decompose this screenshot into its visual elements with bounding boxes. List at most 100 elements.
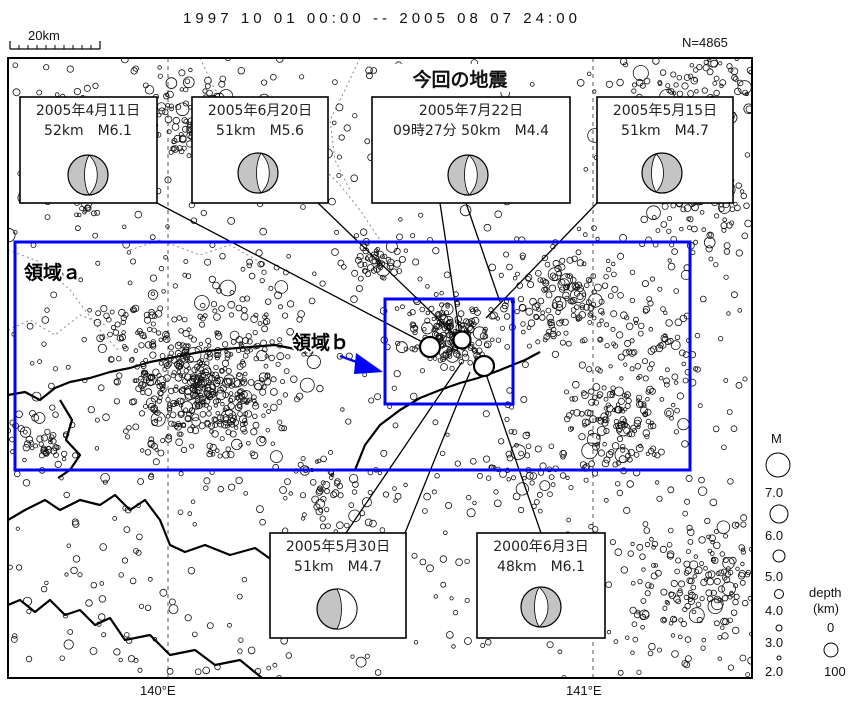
depth-symbol — [823, 642, 839, 658]
epicenter-dot — [197, 313, 204, 320]
epicenter-dot — [53, 452, 59, 459]
epicenter-dot — [533, 314, 540, 321]
epicenter-dot — [228, 413, 234, 419]
epicenter-dot — [259, 277, 265, 284]
epicenter-dot — [743, 103, 752, 115]
epicenter-dot — [493, 489, 499, 495]
epicenter-dot — [558, 263, 566, 271]
epicenter-dot — [581, 261, 587, 267]
epicenter-dot — [143, 316, 152, 324]
epicenter-dot — [601, 385, 607, 391]
epicenter-dot — [452, 328, 458, 334]
epicenter-dot — [144, 449, 152, 456]
epicenter-dot — [579, 302, 586, 309]
epicenter-dot — [744, 152, 751, 158]
epicenter-dot — [715, 571, 721, 576]
epicenter-dot — [596, 426, 607, 436]
coastline — [8, 598, 263, 678]
focal-box[interactable]: 2005年6月20日 51km M5.6 — [191, 96, 329, 204]
epicenter-dot — [681, 440, 689, 448]
epicenter-dot — [81, 336, 87, 343]
epicenter-dot — [531, 302, 540, 311]
epicenter-dot — [254, 342, 261, 349]
epicenter-dot — [208, 374, 216, 382]
epicenter-dot — [283, 496, 288, 501]
epicenter-dot — [153, 418, 158, 423]
epicenter-dot — [684, 498, 691, 505]
epicenter-dot — [720, 222, 728, 230]
epicenter-dot — [265, 428, 270, 433]
epicenter-dot — [252, 344, 258, 350]
epicenter-dot — [205, 337, 212, 344]
epicenter-dot — [631, 621, 638, 627]
epicenter-dot — [200, 210, 207, 217]
epicenter-marker[interactable] — [472, 354, 496, 378]
epicenter-dot — [672, 616, 678, 623]
epicenter-dot — [114, 321, 121, 328]
epicenter-dot — [148, 308, 155, 316]
epicenter-dot — [156, 372, 162, 379]
epicenter-dot — [334, 478, 341, 485]
event-count: N=4865 — [682, 35, 728, 50]
epicenter-dot — [598, 298, 605, 305]
epicenter-dot — [239, 343, 245, 349]
epicenter-dot — [361, 497, 372, 508]
epicenter-marker[interactable] — [418, 335, 442, 359]
epicenter-dot — [440, 356, 447, 363]
epicenter-dot — [393, 260, 401, 268]
epicenter-dot — [723, 378, 729, 383]
epicenter-dot — [545, 291, 553, 299]
epicenter-dot — [616, 331, 624, 339]
epicenter-dot — [400, 304, 405, 310]
epicenter-dot — [634, 416, 642, 425]
connector-line — [404, 371, 471, 534]
epicenter-dot — [606, 390, 615, 399]
epicenter-dot — [734, 522, 740, 528]
epicenter-dot — [518, 450, 524, 457]
epicenter-dot — [595, 441, 600, 447]
epicenter-dot — [643, 77, 651, 85]
epicenter-dot — [436, 335, 441, 340]
epicenter-dot — [559, 472, 567, 479]
epicenter-dot — [270, 441, 275, 446]
epicenter-dot — [270, 403, 278, 412]
epicenter-dot — [431, 316, 436, 322]
epicenter-dot — [362, 247, 370, 255]
focal-box[interactable]: 2005年5月15日 51km M4.7 — [596, 96, 734, 204]
epicenter-dot — [699, 295, 707, 303]
epicenter-dot — [703, 566, 708, 571]
epicenter-dot — [348, 502, 355, 508]
epicenter-dot — [610, 385, 616, 391]
epicenter-dot — [503, 313, 511, 320]
epicenter-dot — [66, 65, 74, 73]
focal-box[interactable]: 2000年6月3日 48km M6.1 — [476, 532, 606, 639]
focal-box[interactable]: 2005年4月11日 52km M6.1 — [19, 96, 158, 204]
epicenter-dot — [727, 617, 733, 624]
epicenter-dot — [459, 323, 465, 329]
epicenter-marker[interactable] — [452, 330, 472, 350]
epicenter-dot — [212, 308, 218, 314]
epicenter-dot — [170, 399, 178, 407]
epicenter-dot — [527, 319, 536, 327]
epicenter-dot — [484, 342, 490, 348]
epicenter-dot — [12, 88, 21, 97]
focal-box[interactable]: 2005年7月22日 09時27分 50km M4.4 — [371, 96, 571, 204]
epicenter-dot — [225, 429, 232, 436]
epicenter-dot — [239, 296, 246, 303]
epicenter-dot — [213, 364, 219, 371]
epicenter-dot — [674, 407, 680, 414]
epicenter-dot — [270, 376, 277, 383]
epicenter-dot — [603, 456, 611, 464]
focal-box-info: 52km M6.1 — [44, 123, 132, 139]
epicenter-dot — [667, 258, 672, 263]
epicenter-dot — [219, 368, 225, 374]
epicenter-dot — [506, 477, 511, 482]
epicenter-dot — [636, 669, 642, 675]
epicenter-dot — [203, 346, 208, 352]
epicenter-dot — [726, 63, 733, 70]
epicenter-dot — [700, 645, 706, 651]
epicenter-dot — [642, 308, 649, 315]
focal-box[interactable]: 2005年5月30日 51km M4.7 — [269, 532, 407, 639]
magnitude-legend-title: M — [771, 431, 782, 446]
epicenter-dot — [72, 520, 80, 528]
